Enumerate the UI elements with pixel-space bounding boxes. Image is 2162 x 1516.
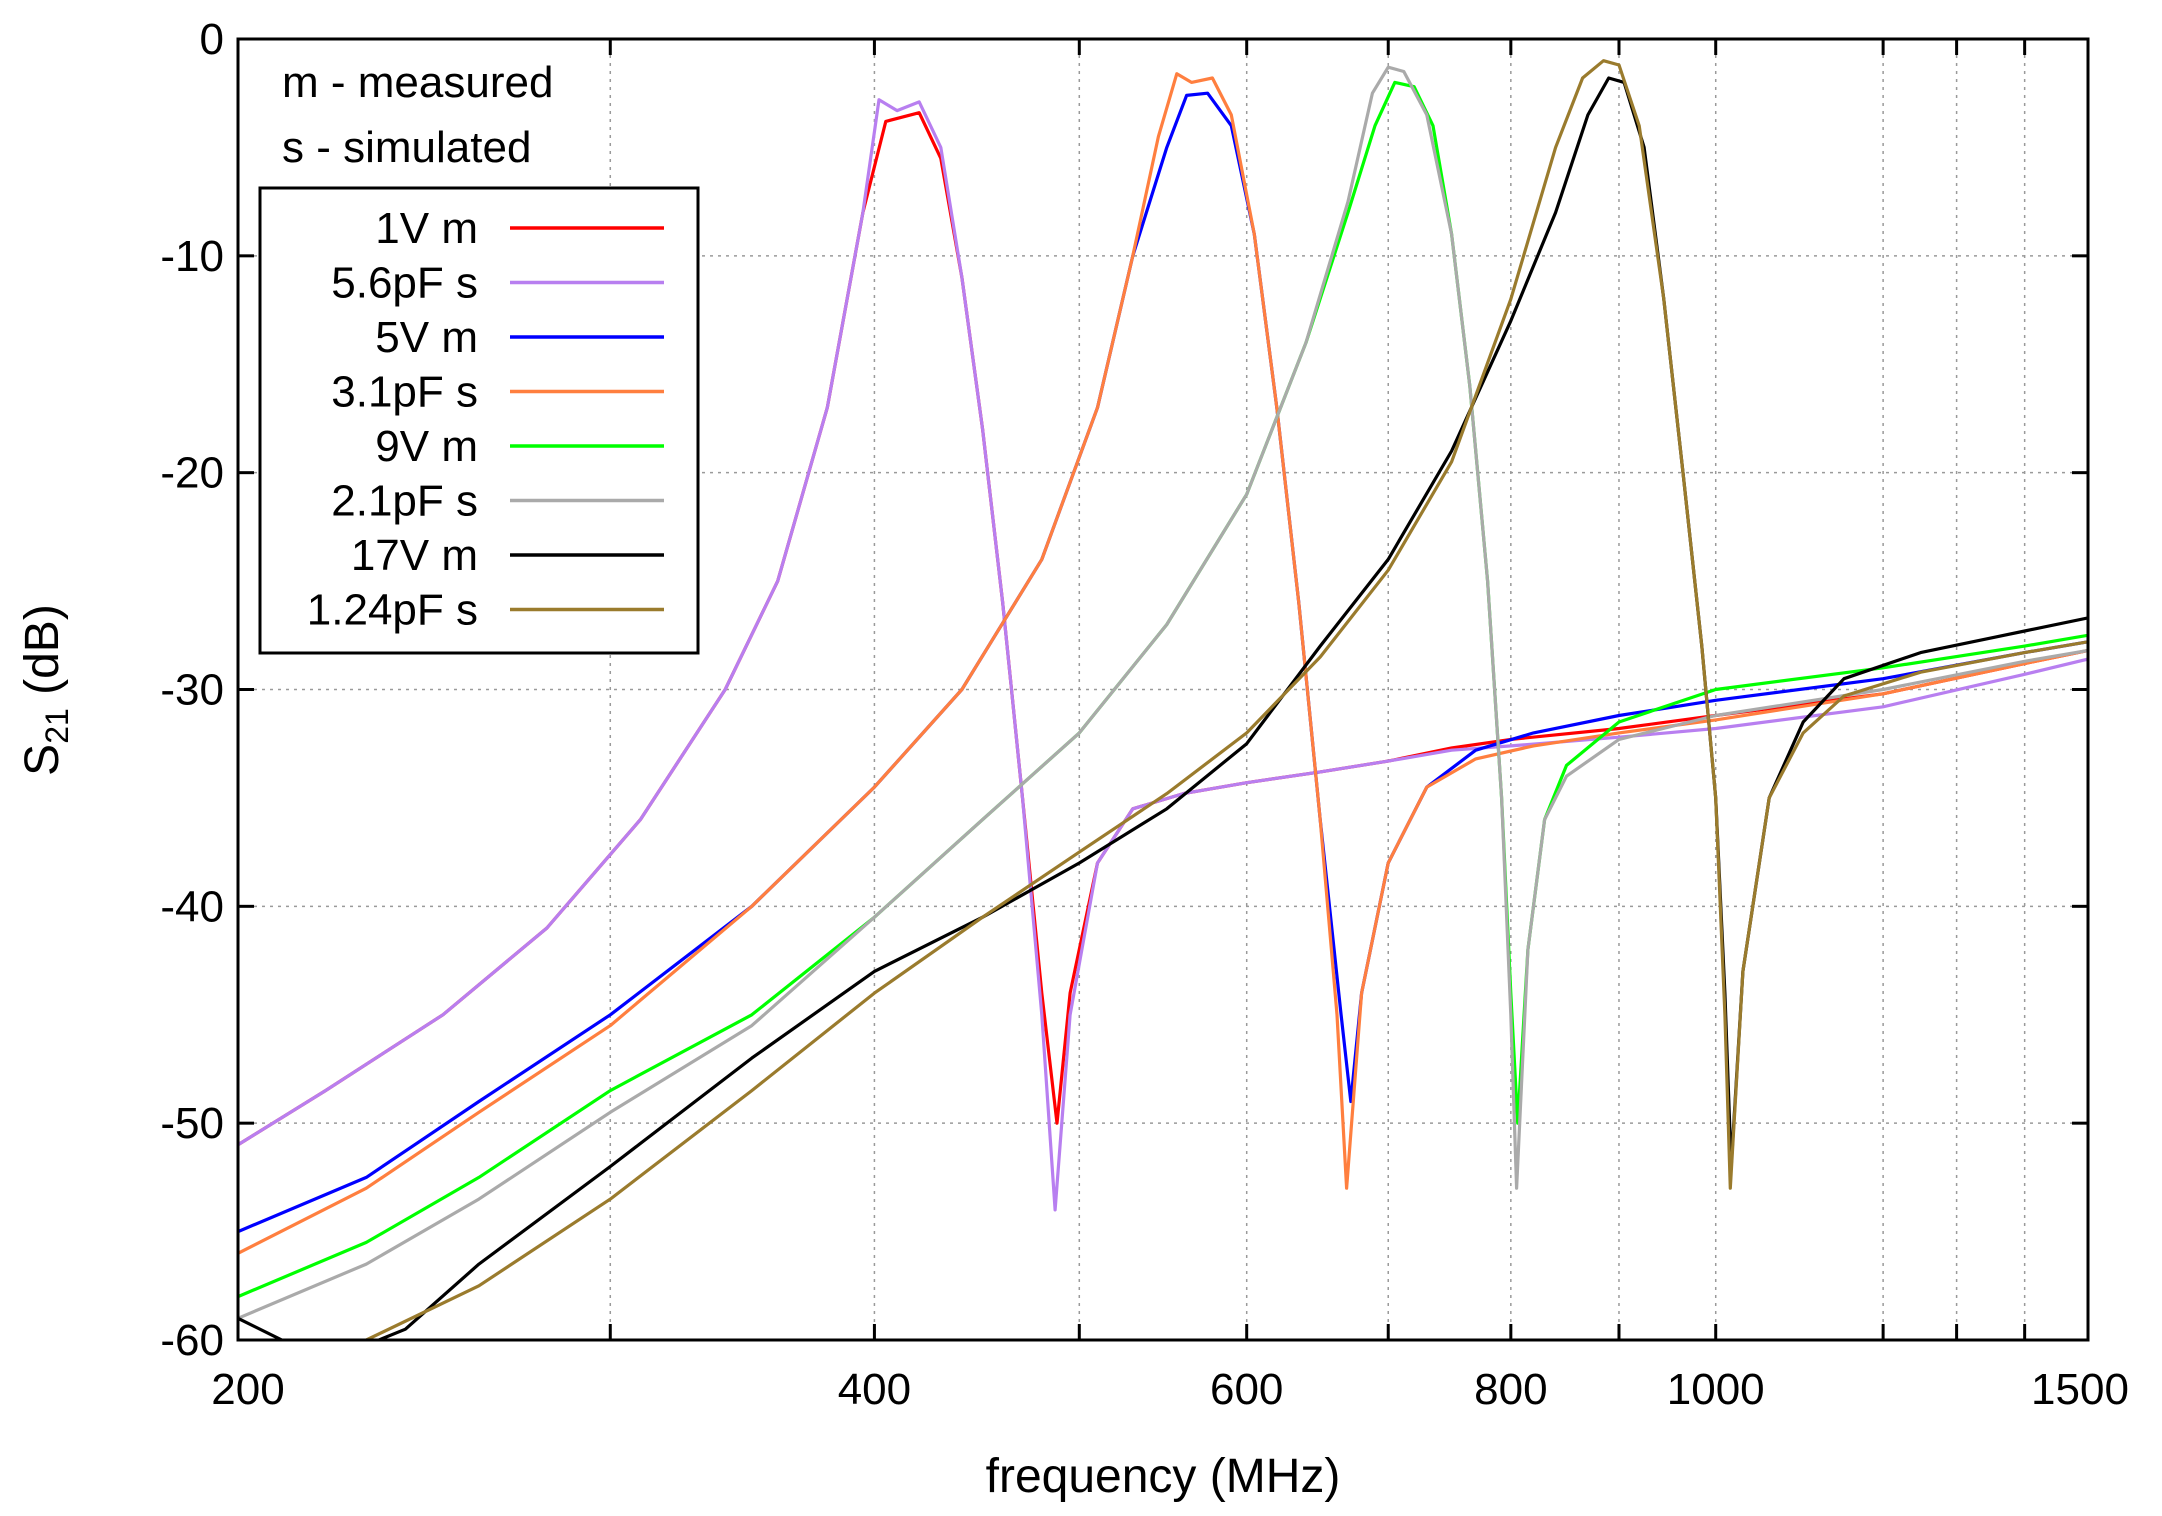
series-line-3 xyxy=(238,72,2088,1255)
x-tick-label: 200 xyxy=(211,1365,284,1414)
legend-label: 9V m xyxy=(375,422,478,471)
series-line-7 xyxy=(362,59,2088,1340)
y-tick-label: -40 xyxy=(160,882,224,931)
x-tick-label: 800 xyxy=(1474,1365,1547,1414)
legend-box xyxy=(258,186,700,655)
legend-label: 2.1pF s xyxy=(331,477,478,526)
series-layer xyxy=(238,59,2088,1340)
legend-label: 3.1pF s xyxy=(331,368,478,417)
y-axis-label-unit: (dB) xyxy=(16,604,69,708)
series-line-5 xyxy=(238,65,2088,1320)
series-line-1 xyxy=(238,98,2088,1212)
y-tick-label: -60 xyxy=(160,1316,224,1365)
legend-label: 5.6pF s xyxy=(331,259,478,308)
x-axis-label: frequency (MHz) xyxy=(986,1450,1341,1503)
y-axis-label-main: S xyxy=(16,744,69,776)
annotation-measured: m - measured xyxy=(282,58,553,107)
y-tick-label: 0 xyxy=(200,15,224,64)
annotation-simulated: s - simulated xyxy=(282,123,531,172)
x-tick-label: 1000 xyxy=(1667,1365,1765,1414)
legend-label: 5V m xyxy=(375,313,478,362)
y-tick-label: -10 xyxy=(160,232,224,281)
y-tick-label: -50 xyxy=(160,1099,224,1148)
x-tick-label: 400 xyxy=(838,1365,911,1414)
y-tick-label: -30 xyxy=(160,666,224,715)
y-tick-label: -20 xyxy=(160,449,224,498)
legend-label: 1.24pF s xyxy=(307,586,478,635)
x-tick-label: 600 xyxy=(1210,1365,1283,1414)
y-axis-label: S21 (dB) xyxy=(16,604,75,776)
legend-label: 17V m xyxy=(351,531,478,580)
legend: 1V m 5.6pF s 5V m 3.1pF s 9V m 2.1pF s 17V m 1.… xyxy=(258,186,700,655)
legend-label: 1V m xyxy=(375,204,478,253)
x-tick-label: 1500 xyxy=(2031,1365,2129,1414)
y-axis-label-subscript: 21 xyxy=(39,708,75,744)
